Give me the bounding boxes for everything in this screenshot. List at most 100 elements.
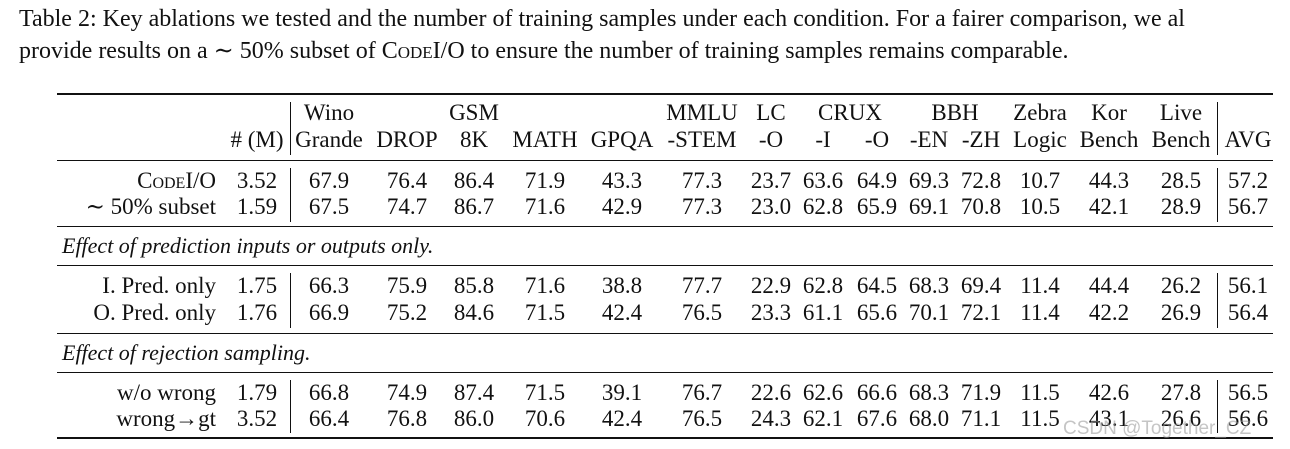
table-cell-kor: 42.6 xyxy=(1088,380,1130,405)
table-cell-mmlu: 76.5 xyxy=(681,406,723,431)
table-cell-gsm: 85.8 xyxy=(453,273,495,298)
table-cell-wino: 67.9 xyxy=(308,168,350,193)
table-cell-math: 70.6 xyxy=(524,406,566,431)
header-divider-right xyxy=(1217,102,1218,155)
table-cell-live: 26.6 xyxy=(1160,406,1202,431)
table-cell-cruxi: 62.8 xyxy=(802,273,844,298)
table-cell-gsm: 86.0 xyxy=(453,406,495,431)
table-cell-wino: 66.8 xyxy=(308,380,350,405)
table-cell-drop: 75.2 xyxy=(386,300,428,325)
table-cell-bbhzh: 70.8 xyxy=(960,194,1002,219)
row-label: O. Pred. only xyxy=(93,300,216,325)
table-cell-cruxo: 65.6 xyxy=(856,300,898,325)
column-header-bbhzh-l2: -ZH xyxy=(961,127,1001,152)
table-cell-bbhzh: 71.1 xyxy=(960,406,1002,431)
section-rule-1 xyxy=(57,226,1273,227)
table-cell-math: 71.6 xyxy=(524,194,566,219)
column-header-lco-l1: LC xyxy=(756,100,786,125)
column-header-mmlu-l1: MMLU xyxy=(666,100,738,125)
table-cell-mmlu: 76.5 xyxy=(681,300,723,325)
table-cell-cruxo: 65.9 xyxy=(856,194,898,219)
column-header-gsm-l2: 8K xyxy=(459,127,489,152)
table-cell-cruxi: 63.6 xyxy=(802,168,844,193)
table-cell-avg: 57.2 xyxy=(1227,168,1269,193)
table-cell-bbhzh: 69.4 xyxy=(960,273,1002,298)
column-header-live-l1: Live xyxy=(1159,100,1203,125)
table-cell-drop: 75.9 xyxy=(386,273,428,298)
row-label: ∼ 50% subset xyxy=(85,194,216,219)
table-cell-math: 71.6 xyxy=(524,273,566,298)
column-header-wino-l1: Wino xyxy=(303,100,355,125)
table-cell-bbhen: 70.1 xyxy=(908,300,950,325)
table-top-rule xyxy=(57,93,1273,95)
column-header-zebra-l2: Logic xyxy=(1013,127,1067,152)
column-header-kor-l2: Bench xyxy=(1079,127,1139,152)
table-cell-gpqa: 43.3 xyxy=(601,168,643,193)
group1-divider-right xyxy=(1217,168,1218,222)
group2-divider-right xyxy=(1217,273,1218,328)
table-cell-zebra: 10.7 xyxy=(1019,168,1061,193)
watermark: CSDN @Together_CZ xyxy=(1063,418,1252,439)
column-header-cruxi-l2: -I xyxy=(815,127,831,152)
table-cell-mmlu: 76.7 xyxy=(681,380,723,405)
table-cell-cruxo: 67.6 xyxy=(856,406,898,431)
table-cell-cruxi: 62.8 xyxy=(802,194,844,219)
table-cell-size: 3.52 xyxy=(236,168,278,193)
table-cell-math: 71.5 xyxy=(524,300,566,325)
table-cell-zebra: 11.5 xyxy=(1020,406,1060,431)
table-cell-wino: 66.4 xyxy=(308,406,350,431)
table-cell-lco: 24.3 xyxy=(750,406,792,431)
table-cell-lco: 23.0 xyxy=(750,194,792,219)
table-cell-mmlu: 77.3 xyxy=(681,168,723,193)
table-cell-bbhen: 69.3 xyxy=(908,168,950,193)
column-header-gpqa-l2: GPQA xyxy=(590,127,654,152)
table-cell-live: 26.2 xyxy=(1160,273,1202,298)
caption-line-1: Table 2: Key ablations we tested and the… xyxy=(19,6,1185,32)
table-cell-mmlu: 77.3 xyxy=(681,194,723,219)
column-header-size-l2: # (M) xyxy=(230,127,284,152)
group3-divider-right xyxy=(1217,380,1218,433)
table-cell-avg: 56.5 xyxy=(1227,380,1269,405)
section-rule-1b xyxy=(57,265,1273,266)
group-header-bbh: BBH xyxy=(931,100,979,125)
column-header-lco-l2: -O xyxy=(758,127,784,152)
column-header-bbhen-l2: -EN xyxy=(909,127,949,152)
table-cell-size: 1.76 xyxy=(236,300,278,325)
table-cell-gpqa: 42.4 xyxy=(601,300,643,325)
section-label-rejection: Effect of rejection sampling. xyxy=(62,340,311,365)
column-header-kor-l1: Kor xyxy=(1091,100,1127,125)
table-cell-gsm: 86.4 xyxy=(453,168,495,193)
table-cell-bbhen: 68.3 xyxy=(908,273,950,298)
table-cell-bbhen: 68.3 xyxy=(908,380,950,405)
table-cell-bbhzh: 72.8 xyxy=(960,168,1002,193)
table-cell-wino: 66.9 xyxy=(308,300,350,325)
table-cell-mmlu: 77.7 xyxy=(681,273,723,298)
section-label-prediction: Effect of prediction inputs or outputs o… xyxy=(62,233,434,258)
table-cell-lco: 22.6 xyxy=(750,380,792,405)
row-label: w/o wrong xyxy=(116,380,216,405)
table-cell-avg: 56.1 xyxy=(1227,273,1269,298)
table-bottom-rule xyxy=(57,437,1273,439)
row-label: CodeI/O xyxy=(137,168,216,193)
header-rule xyxy=(57,160,1273,161)
table-cell-wino: 67.5 xyxy=(308,194,350,219)
column-header-cruxo-l2: -O xyxy=(864,127,890,152)
table-cell-avg: 56.4 xyxy=(1227,300,1269,325)
section-rule-2 xyxy=(57,333,1273,334)
table-cell-kor: 42.1 xyxy=(1088,194,1130,219)
table-cell-drop: 76.4 xyxy=(386,168,428,193)
table-cell-lco: 23.7 xyxy=(750,168,792,193)
group-header-crux: CRUX xyxy=(818,100,882,125)
table-cell-bbhen: 68.0 xyxy=(908,406,950,431)
table-cell-bbhzh: 71.9 xyxy=(960,380,1002,405)
table-cell-bbhzh: 72.1 xyxy=(960,300,1002,325)
table-cell-kor: 42.2 xyxy=(1088,300,1130,325)
column-header-math-l2: MATH xyxy=(512,127,578,152)
header-divider-left xyxy=(290,102,291,155)
table-cell-math: 71.5 xyxy=(524,380,566,405)
column-header-wino-l2: Grande xyxy=(295,127,363,152)
table-cell-drop: 74.7 xyxy=(386,194,428,219)
table-cell-gpqa: 38.8 xyxy=(601,273,643,298)
table-cell-zebra: 11.4 xyxy=(1020,273,1060,298)
table-cell-live: 28.5 xyxy=(1160,168,1202,193)
